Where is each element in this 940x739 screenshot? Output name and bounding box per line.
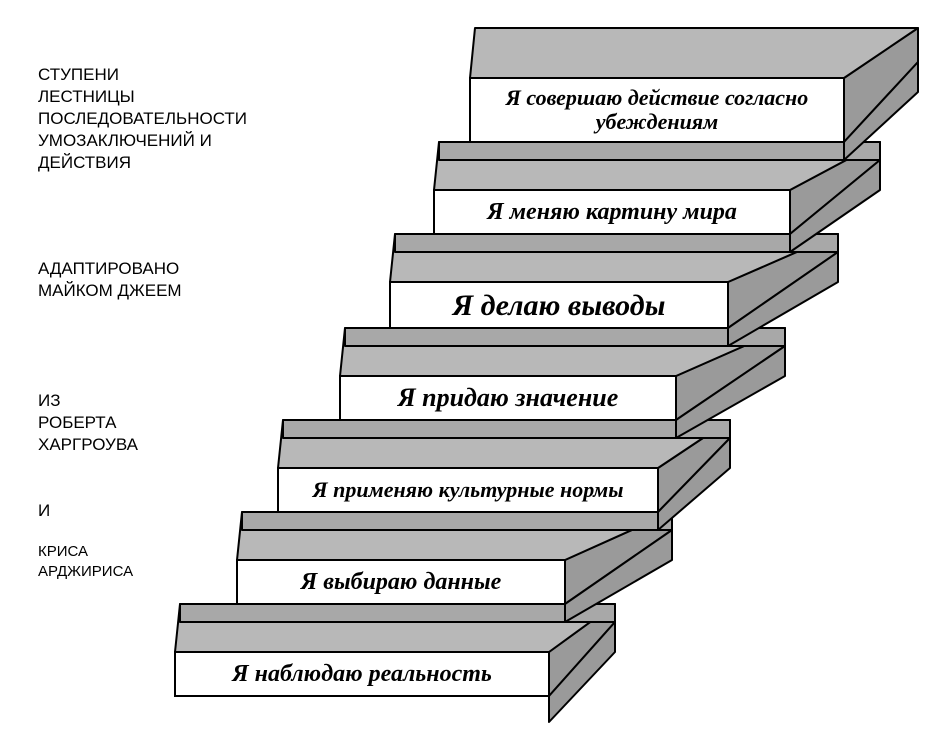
left-annotation-line: РОБЕРТА: [38, 412, 138, 434]
left-annotation-line: МАЙКОМ ДЖЕЕМ: [38, 280, 182, 302]
step-label: Я придаю значение: [342, 377, 674, 419]
left-annotation-4: КРИСААРДЖИРИСА: [38, 542, 133, 581]
left-annotation-line: ПОСЛЕДОВАТЕЛЬНОСТИ: [38, 108, 247, 130]
step-label: Я применяю культурные нормы: [280, 469, 656, 511]
step-6: Я совершаю действие согласно убеждениям: [470, 28, 918, 160]
left-annotation-line: АРДЖИРИСА: [38, 562, 133, 582]
step-riser: [439, 142, 880, 160]
step-label: Я выбираю данные: [239, 561, 563, 603]
left-annotation-2: ИЗРОБЕРТАХАРГРОУВА: [38, 390, 138, 456]
step-label: Я совершаю действие согласно убеждениям: [472, 79, 842, 141]
left-annotation-1: АДАПТИРОВАНОМАЙКОМ ДЖЕЕМ: [38, 258, 182, 302]
left-annotation-0: СТУПЕНИЛЕСТНИЦЫПОСЛЕДОВАТЕЛЬНОСТИУМОЗАКЛ…: [38, 64, 247, 174]
step-riser: [345, 328, 785, 346]
step-riser: [283, 420, 730, 438]
left-annotation-line: ЛЕСТНИЦЫ: [38, 86, 247, 108]
left-annotation-line: И: [38, 500, 50, 522]
left-annotation-line: СТУПЕНИ: [38, 64, 247, 86]
step-top: [470, 28, 918, 78]
step-label: Я делаю выводы: [392, 283, 726, 327]
step-label: Я меняю картину мира: [436, 191, 788, 233]
left-annotation-line: КРИСА: [38, 542, 133, 562]
step-label: Я наблюдаю реальность: [177, 653, 547, 695]
step-riser: [180, 604, 615, 622]
step-riser: [395, 234, 838, 252]
left-annotation-line: ДЕЙСТВИЯ: [38, 152, 247, 174]
left-annotation-line: АДАПТИРОВАНО: [38, 258, 182, 280]
step-riser: [242, 512, 672, 530]
left-annotation-line: УМОЗАКЛЮЧЕНИЙ И: [38, 130, 247, 152]
left-annotation-line: ИЗ: [38, 390, 138, 412]
left-annotation-3: И: [38, 500, 50, 522]
left-annotation-line: ХАРГРОУВА: [38, 434, 138, 456]
step-0: Я наблюдаю реальность: [175, 604, 615, 722]
